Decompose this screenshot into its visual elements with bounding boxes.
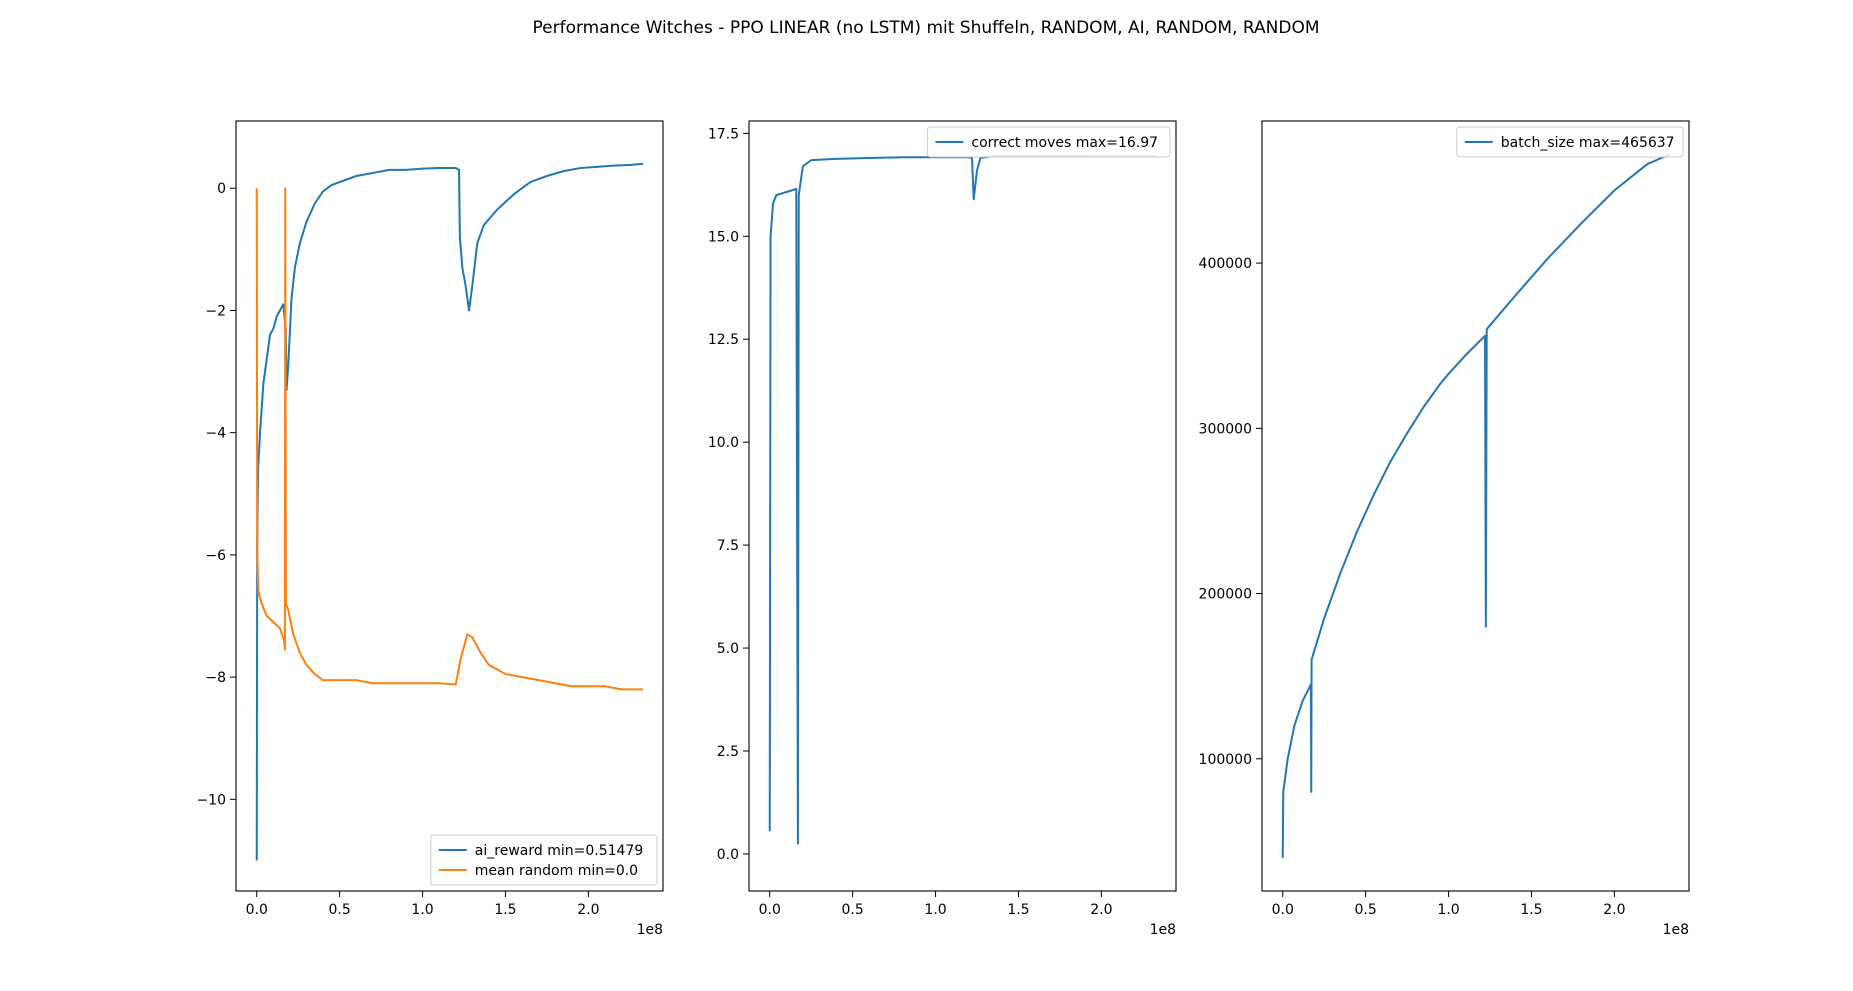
x-offset-label: 1e8	[1663, 922, 1689, 938]
y-tick-label: 0.0	[717, 847, 739, 863]
y-tick-label: −2	[205, 303, 226, 319]
y-tick-label: 400000	[1199, 256, 1252, 272]
legend: batch_size max=465637	[1456, 126, 1684, 158]
x-tick-label: 1.0	[411, 902, 433, 918]
series-line-2	[255, 187, 644, 691]
y-tick-label: 2.5	[717, 744, 739, 760]
x-tick-label: 1.0	[1437, 902, 1459, 918]
legend-box	[430, 834, 658, 886]
x-tick-label: 0.0	[246, 902, 268, 918]
x-tick-label: 2.0	[1603, 902, 1625, 918]
legend-entry: batch_size max=465637	[1501, 135, 1675, 151]
x-tick-label: 1.5	[1007, 902, 1029, 918]
x-tick-label: 0.5	[842, 902, 864, 918]
legend-entry: ai_reward min=0.51479	[475, 843, 643, 859]
y-tick-label: −10	[196, 792, 226, 808]
x-tick-label: 0.5	[1355, 902, 1377, 918]
x-tick-label: 2.0	[1090, 902, 1112, 918]
y-tick-label: −8	[205, 670, 226, 686]
y-tick-label: 300000	[1199, 421, 1252, 437]
series-line-1	[768, 155, 1157, 845]
subplot-3: 0.0 0.5 1.0 1.5 2.0 1e8 100000 200000 300000 4000…	[1199, 120, 1690, 938]
legend-box	[1456, 126, 1684, 158]
y-tick-label: 5.0	[717, 641, 739, 657]
y-tick-label: −6	[205, 548, 226, 564]
legend-box	[926, 126, 1171, 158]
x-offset-label: 1e8	[637, 922, 663, 938]
legend: correct moves max=16.97	[926, 126, 1171, 158]
y-tick-label: 7.5	[717, 538, 739, 554]
y-tick-label: 0	[217, 181, 226, 197]
y-tick-label: 17.5	[708, 126, 739, 142]
series-line-1	[1281, 153, 1670, 858]
series-line-1	[255, 162, 644, 861]
figure-title: Performance Witches - PPO LINEAR (no LST…	[532, 18, 1319, 38]
y-tick-label: 100000	[1199, 752, 1252, 768]
y-tick-label: 10.0	[708, 435, 739, 451]
x-tick-label: 1.5	[1520, 902, 1542, 918]
x-tick-label: 1.0	[924, 902, 946, 918]
legend-entry: mean random min=0.0	[475, 863, 638, 879]
legend: ai_reward min=0.51479 mean random min=0.0	[430, 834, 658, 886]
axes-frame	[1261, 120, 1690, 892]
x-tick-label: 1.5	[494, 902, 516, 918]
legend-entry: correct moves max=16.97	[971, 135, 1158, 151]
y-tick-label: 200000	[1199, 587, 1252, 603]
axes-frame	[748, 120, 1177, 892]
x-tick-label: 2.0	[577, 902, 599, 918]
subplot-2: 0.0 0.5 1.0 1.5 2.0 1e8 0.0 2.5 5.0 7.5 10.0 12.5 15…	[708, 120, 1177, 938]
x-tick-label: 0.5	[329, 902, 351, 918]
x-tick-label: 0.0	[1272, 902, 1294, 918]
axes-frame	[235, 120, 664, 892]
y-tick-label: 15.0	[708, 229, 739, 245]
subplots: 0.0 0.5 1.0 1.5 2.0 1e8 −10 −8 −6 −4 −2 0 ai_reward …	[196, 120, 1690, 938]
y-tick-label: 12.5	[708, 332, 739, 348]
subplot-1: 0.0 0.5 1.0 1.5 2.0 1e8 −10 −8 −6 −4 −2 0 ai_reward …	[196, 120, 664, 938]
x-tick-label: 0.0	[759, 902, 781, 918]
y-tick-label: −4	[205, 426, 226, 442]
x-offset-label: 1e8	[1150, 922, 1176, 938]
